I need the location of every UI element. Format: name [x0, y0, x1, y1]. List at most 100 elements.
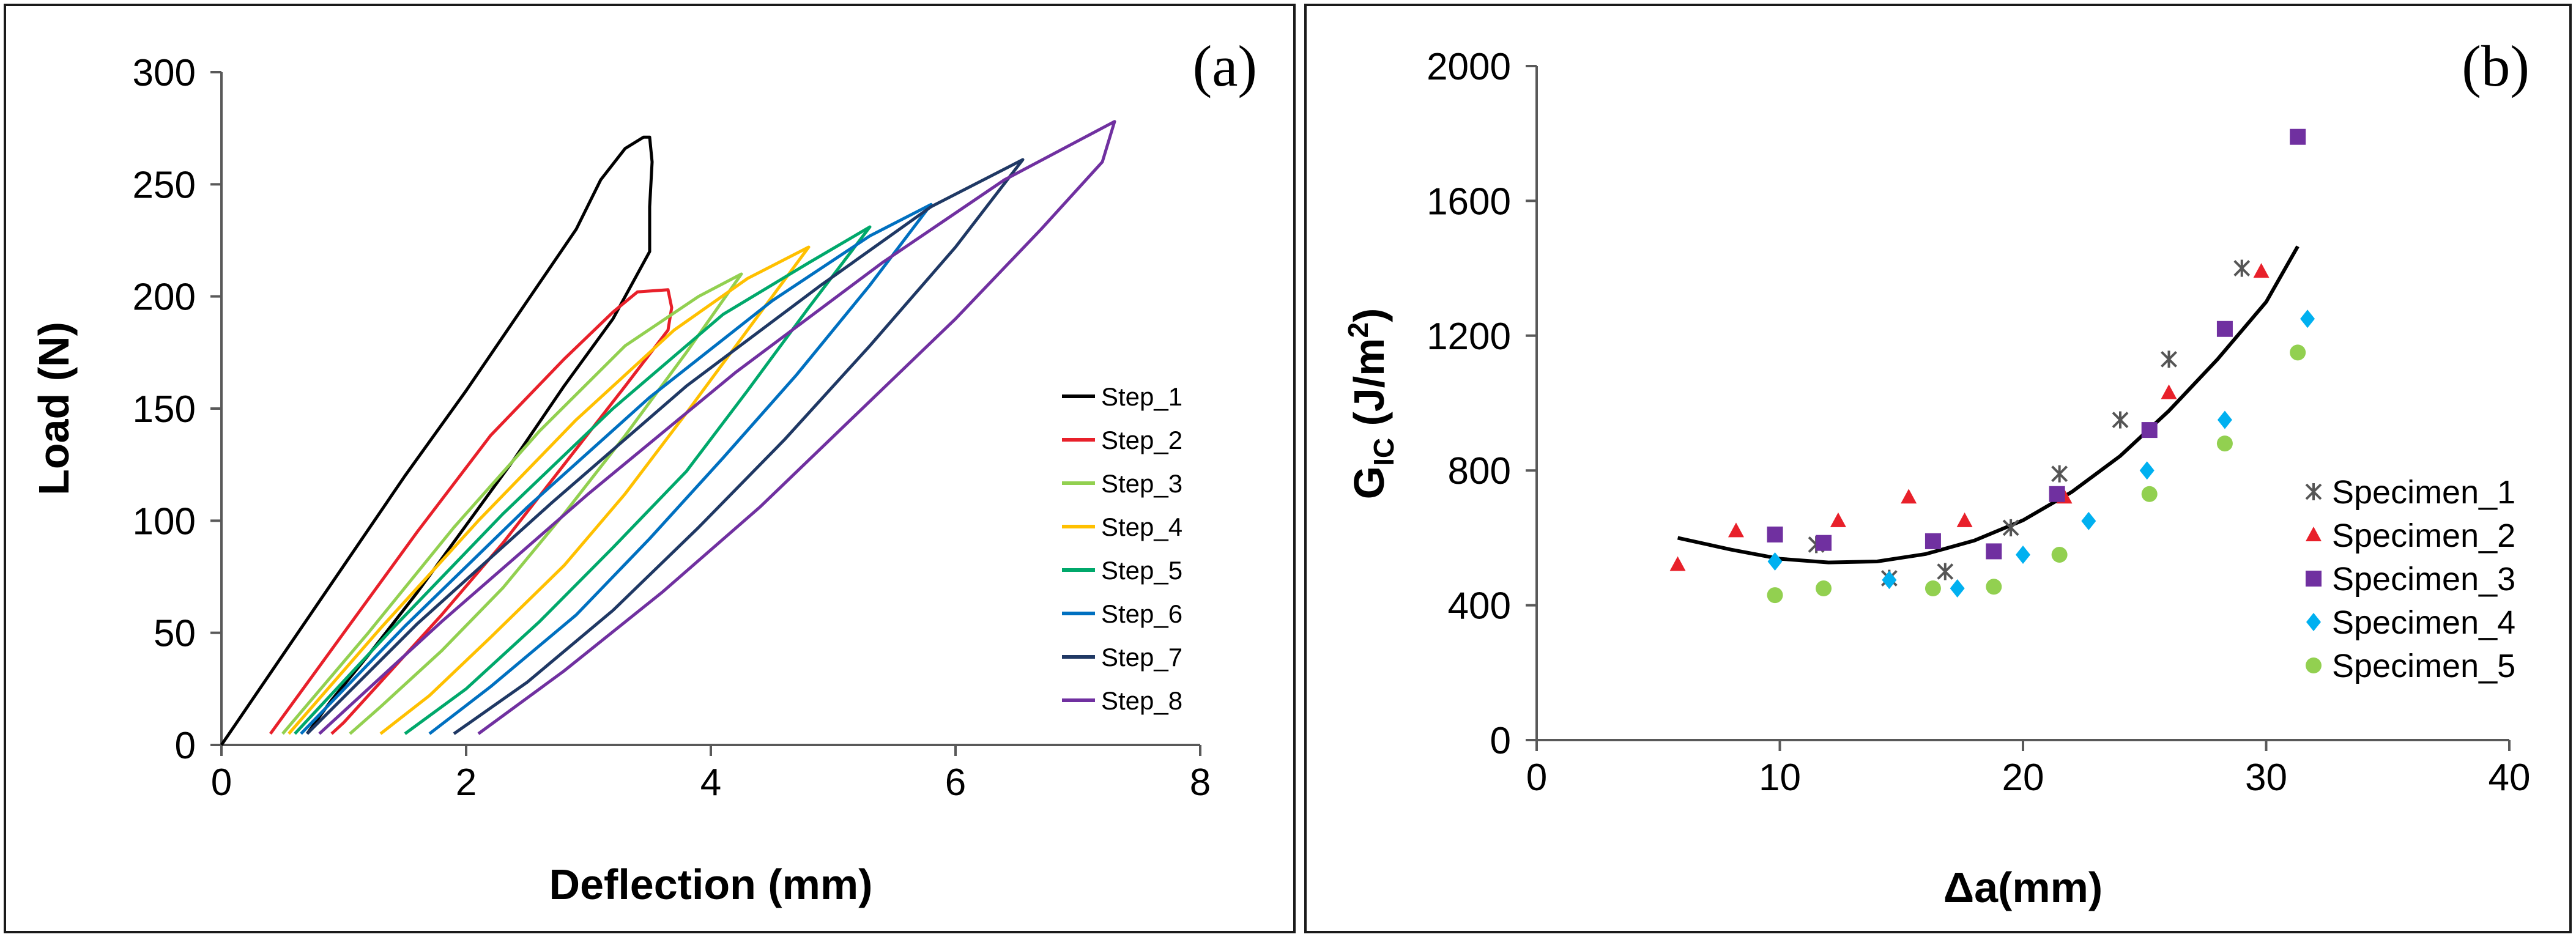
chart-a-y-tick-label: 150: [133, 388, 196, 431]
data-point-specimen-5: [1767, 587, 1783, 604]
legend-label-specimen-3: Specimen_3: [2332, 561, 2515, 598]
data-point-specimen-3: [2049, 486, 2065, 502]
chart-b-x-tick-label: 30: [2245, 757, 2287, 799]
chart-b-y-axis-label-unit: (J/m: [1345, 338, 1393, 438]
chart-b-y-tick-label: 800: [1448, 450, 1511, 492]
data-point-specimen-3: [1986, 543, 2002, 560]
legend-label-step-8: Step_8: [1101, 686, 1182, 715]
data-point-specimen-5: [2290, 344, 2306, 361]
chart-a-y-tick-label: 300: [133, 52, 196, 94]
legend-label-step-3: Step_3: [1101, 469, 1182, 498]
legend-marker-specimen-1: [2305, 483, 2322, 500]
data-point-specimen-1: [2233, 259, 2251, 277]
panel-a-label: (a): [1193, 34, 1257, 98]
data-point-specimen-5: [2051, 546, 2068, 563]
chart-b-x-axis-label: Δa(mm): [1943, 864, 2103, 911]
data-point-specimen-2: [1669, 556, 1686, 571]
chart-b-y-axis-label-sup: 2: [1342, 322, 1374, 338]
chart-b-y-axis-label: GIC (J/m2): [1342, 308, 1400, 500]
panel-b-frame: [1304, 4, 2572, 933]
data-point-specimen-4: [2217, 410, 2232, 429]
chart-b-y-tick-label: 400: [1448, 585, 1511, 628]
data-point-specimen-4: [1882, 571, 1897, 590]
data-point-specimen-3: [2216, 320, 2233, 337]
data-point-specimen-3: [1767, 526, 1783, 543]
chart-a: 0 2 4 6 8 0 50 100 150 200 250 300 Step_1 Step_2 Step…: [30, 52, 1211, 908]
legend-label-step-6: Step_6: [1101, 599, 1182, 628]
data-point-specimen-5: [1986, 579, 2002, 595]
legend-marker-specimen-3: [2306, 571, 2322, 587]
legend-label-step-2: Step_2: [1101, 426, 1182, 454]
series-line-step-8: [318, 120, 1116, 735]
data-point-specimen-3: [2290, 128, 2306, 145]
chart-b-x-tick-label: 40: [2489, 757, 2531, 799]
legend-marker-specimen-4: [2306, 613, 2321, 631]
legend-label-step-1: Step_1: [1101, 382, 1182, 411]
data-point-specimen-2: [2161, 384, 2177, 399]
data-point-specimen-5: [2216, 435, 2233, 452]
data-point-specimen-4: [1950, 579, 1965, 598]
data-point-specimen-4: [2300, 309, 2315, 328]
chart-b-x-tick-label: 10: [1759, 757, 1801, 799]
chart-a-y-tick-label: 0: [175, 725, 196, 767]
chart-a-y-tick-label: 250: [133, 164, 196, 206]
chart-b-y-axis-label-sub: IC: [1368, 438, 1400, 466]
series-line-step-4: [288, 245, 811, 735]
series-line-step-3: [281, 272, 743, 735]
data-point-specimen-3: [2141, 422, 2158, 439]
chart-a-x-axis-label: Deflection (mm): [549, 861, 873, 908]
chart-a-x-tick-label: 2: [456, 761, 477, 804]
chart-b-y-tick-label: 1600: [1427, 180, 1511, 223]
data-point-specimen-3: [1925, 533, 1941, 549]
data-point-specimen-5: [1816, 580, 1832, 597]
legend-marker-specimen-2: [2306, 527, 2322, 541]
legend-label-step-4: Step_4: [1101, 513, 1182, 541]
legend-marker-specimen-5: [2306, 657, 2322, 673]
chart-a-x-tick-label: 4: [700, 761, 721, 804]
legend-label-specimen-5: Specimen_5: [2332, 648, 2515, 684]
chart-b-y-tick-label: 0: [1490, 720, 1511, 762]
data-point-specimen-3: [1816, 535, 1832, 551]
data-point-specimen-2: [1728, 522, 1744, 538]
chart-b-x-tick-label: 20: [2002, 757, 2044, 799]
chart-a-y-axis-label: Load (N): [30, 322, 78, 495]
data-point-specimen-4: [2081, 511, 2096, 530]
chart-a-y-tick-label: 200: [133, 276, 196, 319]
chart-a-y-tick-label: 100: [133, 500, 196, 543]
panel-b-label: (b): [2462, 34, 2530, 98]
series-line-step-2: [269, 288, 674, 735]
chart-a-x-tick-label: 8: [1190, 761, 1211, 804]
panel-a-frame: [4, 4, 1296, 933]
data-point-specimen-4: [1767, 552, 1783, 571]
chart-b-y-axis-label-main: G: [1345, 466, 1393, 499]
data-point-specimen-2: [1956, 512, 1973, 527]
chart-b-y-tick-label: 1200: [1427, 316, 1511, 358]
data-point-specimen-1: [1937, 563, 1954, 580]
data-point-specimen-2: [1830, 512, 1846, 527]
data-point-specimen-1: [2112, 411, 2129, 429]
legend-label-step-7: Step_7: [1101, 643, 1182, 672]
chart-b-y-axis-label-close: ): [1345, 308, 1393, 322]
data-point-specimen-1: [2051, 465, 2068, 483]
legend-label-specimen-4: Specimen_4: [2332, 604, 2515, 641]
data-point-specimen-1: [2002, 519, 2019, 536]
chart-a-y-tick-label: 50: [154, 613, 196, 655]
data-point-specimen-5: [1925, 580, 1941, 597]
series-line-step-7: [306, 158, 1025, 735]
legend-label-specimen-1: Specimen_1: [2332, 474, 2515, 511]
series-line-step-5: [294, 225, 872, 735]
legend-label-specimen-2: Specimen_2: [2332, 517, 2515, 554]
data-point-specimen-2: [2253, 263, 2270, 278]
data-point-specimen-1: [2161, 350, 2177, 368]
chart-a-x-tick-label: 6: [945, 761, 966, 804]
chart-b-trendline: [1677, 245, 2299, 565]
series-line-step-6: [300, 202, 933, 735]
legend-label-step-5: Step_5: [1101, 556, 1182, 585]
chart-b-y-tick-label: 2000: [1427, 46, 1511, 88]
chart-b-x-tick-label: 0: [1526, 757, 1547, 799]
chart-a-x-tick-label: 0: [211, 761, 232, 804]
data-point-specimen-4: [2016, 545, 2030, 564]
data-point-specimen-2: [1901, 489, 1917, 504]
